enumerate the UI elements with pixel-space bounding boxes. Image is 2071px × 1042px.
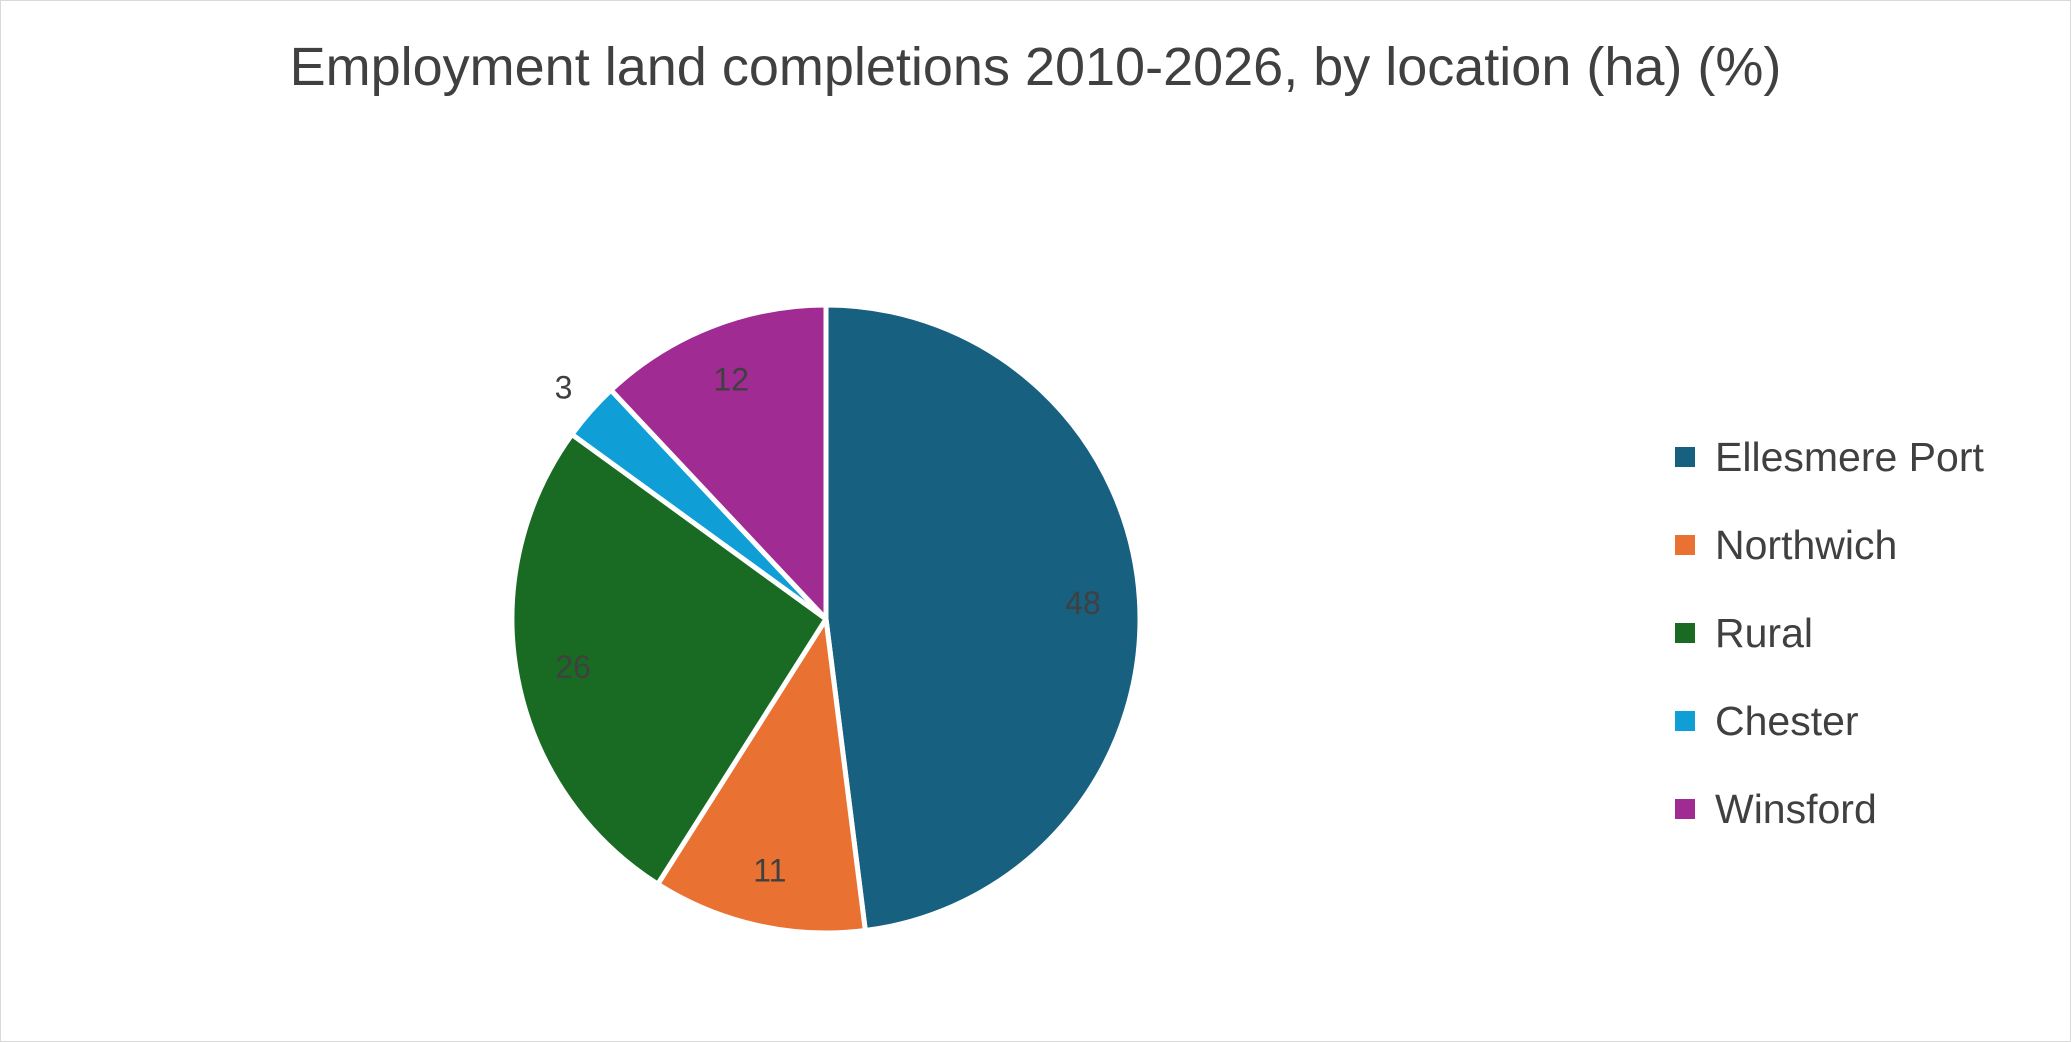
data-label-ellesmere-port: 48	[1065, 585, 1101, 621]
legend-swatch-chester	[1675, 711, 1695, 731]
pie-slice-ellesmere-port	[823, 302, 1143, 934]
legend: Ellesmere Port Northwich Rural Chester Winsf…	[1675, 413, 1984, 853]
legend-item-winsford: Winsford	[1675, 765, 1984, 853]
legend-swatch-ellesmere-port	[1675, 447, 1695, 467]
legend-label-winsford: Winsford	[1715, 785, 1877, 832]
data-label-rural: 26	[555, 649, 591, 685]
data-label-northwich: 11	[753, 852, 786, 888]
data-label-chester: 3	[555, 370, 573, 406]
legend-label-chester: Chester	[1715, 697, 1859, 744]
legend-label-rural: Rural	[1715, 609, 1813, 656]
legend-item-chester: Chester	[1675, 677, 1984, 765]
legend-label-ellesmere-port: Ellesmere Port	[1715, 433, 1984, 480]
data-label-winsford: 12	[713, 362, 749, 398]
legend-swatch-winsford	[1675, 799, 1695, 819]
pie-slice-northwich	[655, 616, 868, 936]
pie-slice-rural	[509, 431, 829, 887]
pie-slice-winsford	[608, 302, 829, 622]
legend-item-northwich: Northwich	[1675, 501, 1984, 589]
legend-item-ellesmere-port: Ellesmere Port	[1675, 413, 1984, 501]
legend-swatch-northwich	[1675, 535, 1695, 555]
legend-item-rural: Rural	[1675, 589, 1984, 677]
chart-title: Employment land completions 2010-2026, b…	[289, 37, 1782, 97]
data-labels: 48 11 26 3 12	[555, 362, 1101, 889]
legend-swatch-rural	[1675, 623, 1695, 643]
legend-label-northwich: Northwich	[1715, 521, 1898, 568]
pie-slices	[509, 302, 1143, 936]
